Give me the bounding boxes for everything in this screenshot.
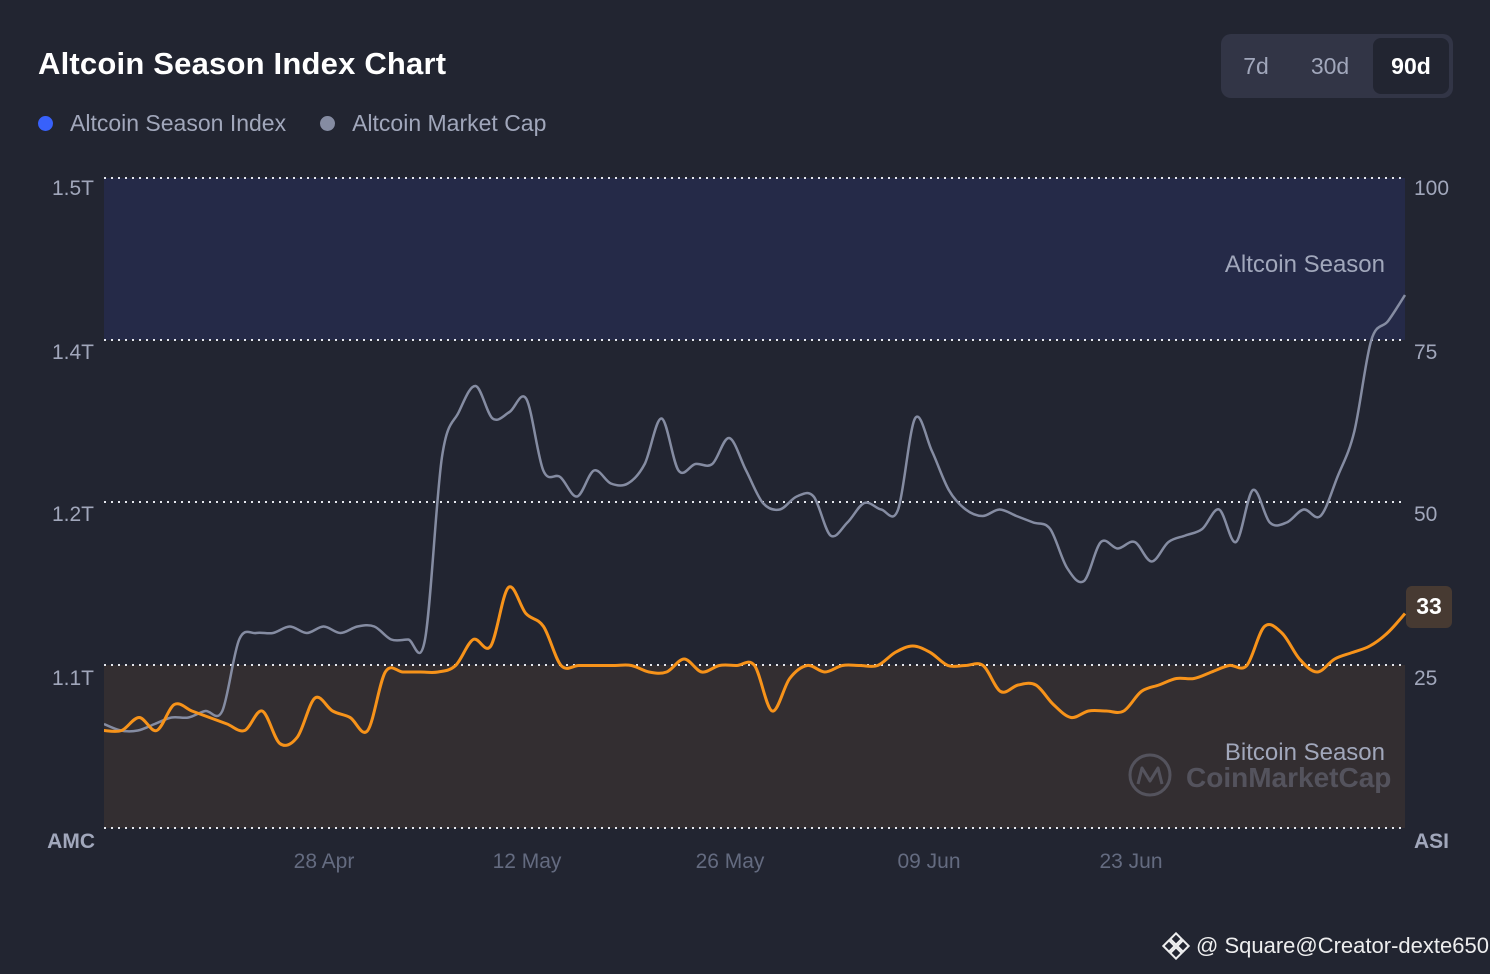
- bitcoin-season-zone: [104, 665, 1405, 828]
- legend-item-altcoin-market-cap[interactable]: Altcoin Market Cap: [320, 110, 546, 137]
- altcoin-season-zone: [104, 178, 1405, 340]
- watermark-text: @ Square@Creator-dexte650: [1196, 933, 1489, 958]
- range-tab-30d[interactable]: 30d: [1310, 52, 1350, 79]
- chart-legend: Altcoin Season Index Altcoin Market Cap: [38, 110, 546, 137]
- legend-label: Altcoin Market Cap: [352, 110, 547, 136]
- x-tick-label: 12 May: [493, 850, 562, 873]
- left-tick-label: 1.5T: [52, 177, 94, 200]
- right-tick-label: 100: [1414, 177, 1449, 200]
- right-axis-title: ASI: [1414, 830, 1449, 853]
- x-tick-label: 26 May: [696, 850, 765, 873]
- legend-dot-icon: [38, 116, 53, 131]
- current-value: 33: [1416, 593, 1442, 619]
- binance-icon: [1162, 932, 1190, 960]
- left-axis-title: AMC: [47, 830, 95, 853]
- current-value-badge: 33: [1406, 586, 1452, 628]
- right-tick-label: 50: [1414, 503, 1437, 526]
- x-tick-label: 09 Jun: [897, 850, 960, 873]
- legend-item-altcoin-season-index[interactable]: Altcoin Season Index: [38, 110, 286, 137]
- watermark: @ Square@Creator-dexte650: [1162, 932, 1489, 960]
- series-line-altcoin-season-index: [104, 585, 1406, 747]
- bitcoin-season-label: Bitcoin Season: [1225, 739, 1385, 766]
- series-line-altcoin-market-cap: [104, 294, 1406, 733]
- right-tick-label: 25: [1414, 667, 1437, 690]
- legend-dot-icon: [320, 116, 336, 131]
- x-tick-label: 23 Jun: [1099, 850, 1162, 873]
- coinmarketcap-logo: CoinMarketCap: [1128, 753, 1391, 797]
- left-tick-label: 1.4T: [52, 341, 94, 364]
- range-tab-7d[interactable]: 7d: [1243, 52, 1269, 79]
- left-tick-label: 1.2T: [52, 503, 94, 526]
- x-tick-label: 28 Apr: [294, 850, 355, 873]
- range-tab-90d[interactable]: 90d: [1373, 38, 1449, 94]
- coinmarketcap-icon: [1128, 753, 1172, 797]
- legend-label: Altcoin Season Index: [70, 110, 287, 136]
- time-range-selector: 7d 30d 90d: [1221, 34, 1453, 98]
- right-tick-label: 75: [1414, 341, 1437, 364]
- logo-text: CoinMarketCap: [1186, 762, 1391, 793]
- altcoin-season-label: Altcoin Season: [1225, 251, 1385, 278]
- chart-title: Altcoin Season Index Chart: [38, 46, 447, 81]
- left-tick-label: 1.1T: [52, 667, 94, 690]
